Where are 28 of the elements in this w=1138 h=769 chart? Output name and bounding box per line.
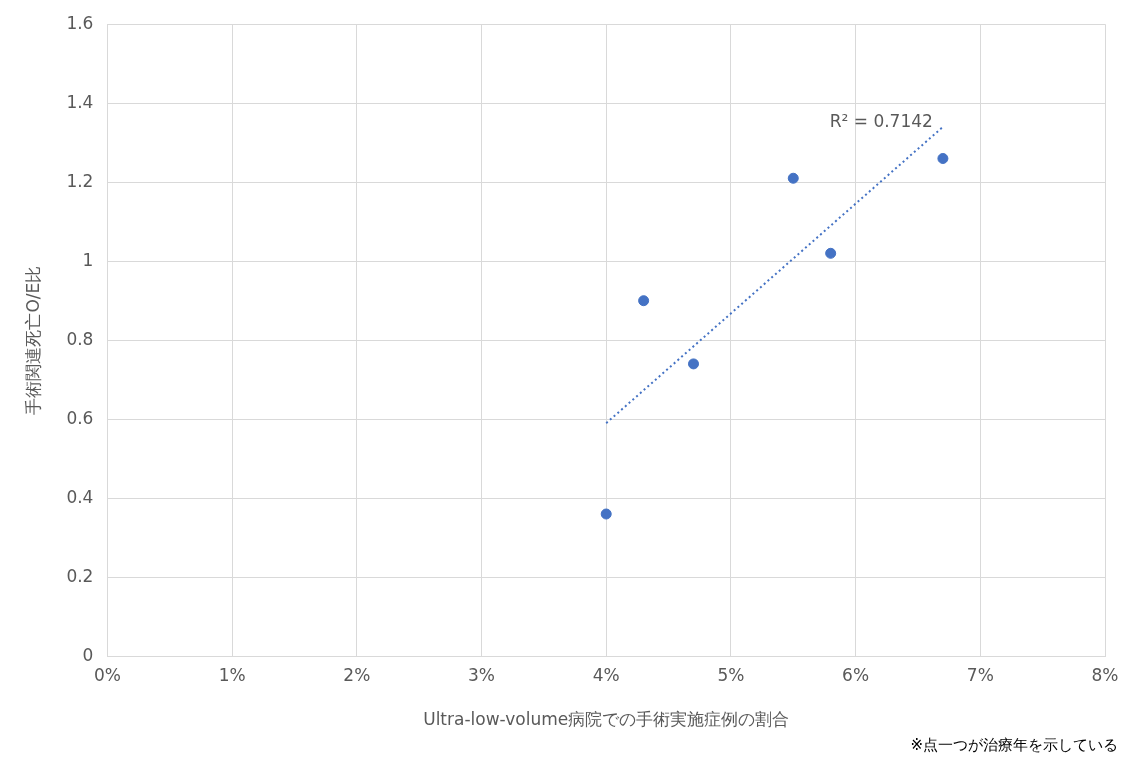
point <box>825 247 837 259</box>
annotation: R² = 0.7142 <box>829 110 933 131</box>
y-tick-label: 1 <box>82 249 94 270</box>
x-tick-label: 0% <box>93 664 121 685</box>
x-tick-label: 1% <box>218 664 246 685</box>
point <box>688 358 700 370</box>
y-tick-label: 1.4 <box>66 91 94 112</box>
y-tick-label: 1.2 <box>66 170 94 191</box>
x-axis-title: Ultra-low-volume病院での手術実施症例の割合 <box>423 709 790 730</box>
text: ※点一つが治療年を示している <box>910 736 1118 755</box>
point <box>787 172 799 184</box>
point <box>600 508 612 520</box>
x-tick-label: 2% <box>343 664 371 685</box>
y-axis-title: 手術関連死亡O/E比 <box>22 265 43 415</box>
x-tick-label: 4% <box>592 664 620 685</box>
x-tick-label: 6% <box>842 664 870 685</box>
point <box>638 295 650 307</box>
x-tick-label: 3% <box>468 664 496 685</box>
y-tick-label: 0.2 <box>66 565 94 586</box>
point <box>937 153 949 164</box>
x-tick-label: 8% <box>1091 664 1119 685</box>
x-tick-label: 7% <box>966 664 994 685</box>
y-tick-label: 1.6 <box>66 12 94 33</box>
y-tick-label: 0.8 <box>66 328 94 349</box>
x-tick-label: 5% <box>717 664 745 685</box>
y-tick-label: 0 <box>82 644 94 665</box>
y-tick-label: 0.4 <box>66 486 94 507</box>
y-tick-label: 0.6 <box>66 407 94 428</box>
